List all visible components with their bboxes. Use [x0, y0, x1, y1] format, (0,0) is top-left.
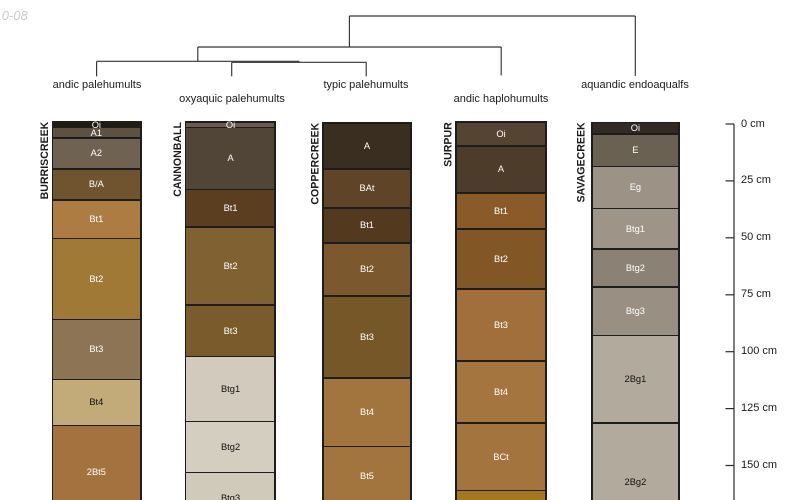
svg-text:COPPERCREEK: COPPERCREEK	[310, 122, 322, 204]
svg-text:CANNONBALL: CANNONBALL	[172, 121, 184, 196]
svg-text:SURPUR: SURPUR	[443, 122, 455, 167]
svg-text:BURRISCREEK: BURRISCREEK	[39, 121, 51, 199]
svg-text:SAVAGECREEK: SAVAGECREEK	[576, 122, 588, 203]
